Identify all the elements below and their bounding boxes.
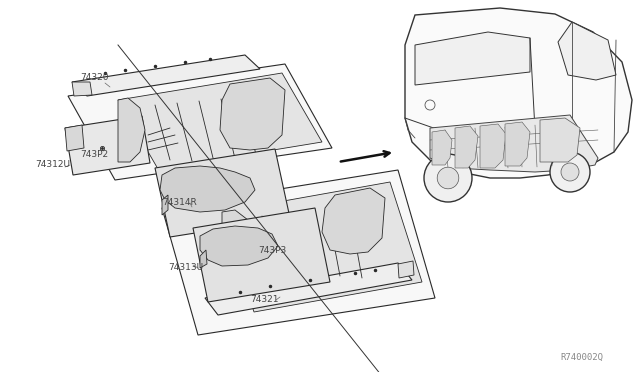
Polygon shape [193,208,330,302]
Polygon shape [322,188,385,254]
Polygon shape [200,226,278,266]
Polygon shape [505,122,530,166]
Polygon shape [220,78,285,150]
Text: 74320: 74320 [80,73,109,82]
Text: 74313U: 74313U [168,263,203,272]
Polygon shape [222,182,422,312]
Polygon shape [72,82,92,96]
Polygon shape [162,170,435,335]
Polygon shape [68,64,332,180]
Circle shape [437,167,459,189]
Polygon shape [398,261,414,278]
Polygon shape [432,130,452,165]
Polygon shape [72,55,260,96]
Polygon shape [558,22,616,80]
Polygon shape [155,149,290,237]
Polygon shape [430,115,598,172]
Polygon shape [160,166,255,212]
Text: 74321: 74321 [250,295,278,304]
Polygon shape [205,263,412,315]
Text: 743P2: 743P2 [80,150,108,159]
Circle shape [550,152,590,192]
Polygon shape [118,73,322,169]
Polygon shape [540,118,580,162]
Polygon shape [480,124,506,168]
Polygon shape [415,32,530,85]
Polygon shape [405,8,632,178]
Polygon shape [455,126,478,168]
Text: 743P3: 743P3 [258,246,286,255]
Polygon shape [65,116,150,175]
Text: 74314R: 74314R [162,198,196,207]
Polygon shape [200,250,207,268]
Polygon shape [222,210,252,275]
Polygon shape [118,98,145,162]
Circle shape [424,154,472,202]
Text: 74312U: 74312U [35,160,70,169]
Text: R740002Q: R740002Q [560,353,603,362]
Circle shape [561,163,579,181]
Polygon shape [65,125,84,151]
Polygon shape [162,195,168,215]
